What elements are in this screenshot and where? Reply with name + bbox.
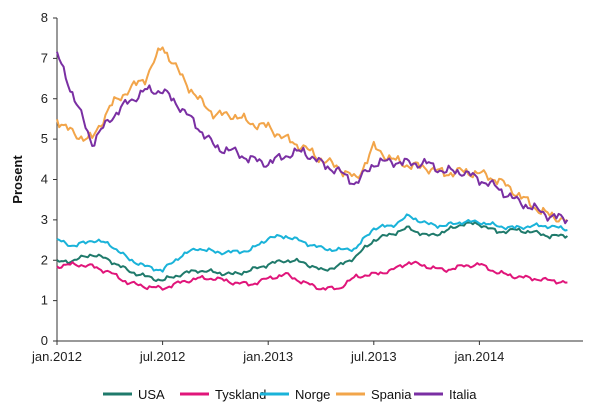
y-tick-label: 7 (41, 50, 48, 65)
legend: USA Tyskland Norge Spania Italia (103, 387, 477, 402)
x-tick-label: jan.2014 (453, 349, 504, 364)
y-tick-label: 3 (41, 212, 48, 227)
y-tick-label: 5 (41, 131, 48, 146)
plot-area: 0 1 2 3 4 5 6 7 8 jan.2012 jul.2012 jan.2013 jul.20… (31, 10, 583, 364)
legend-label-norge: Norge (295, 387, 330, 402)
y-tick-label: 4 (41, 172, 48, 187)
series-line-spania (56, 46, 568, 223)
x-tick-label: jul.2012 (139, 349, 186, 364)
legend-label-spania: Spania (371, 387, 412, 402)
y-tick-label: 8 (41, 10, 48, 25)
x-tick-label: jul.2013 (350, 349, 397, 364)
legend-label-tyskland: Tyskland (215, 387, 266, 402)
y-tick-label: 6 (41, 91, 48, 106)
x-ticks: jan.2012 jul.2012 jan.2013 jul.2013 jan.2014 (31, 341, 504, 364)
y-ticks: 0 1 2 3 4 5 6 7 8 (41, 10, 57, 348)
series-line-italia (56, 51, 569, 225)
series-line-usa (56, 221, 569, 282)
y-tick-label: 2 (41, 252, 48, 267)
y-tick-label: 0 (41, 333, 48, 348)
legend-label-usa: USA (138, 387, 165, 402)
series-lines (56, 46, 569, 291)
y-tick-label: 1 (41, 293, 48, 308)
legend-label-italia: Italia (449, 387, 477, 402)
series-line-norge (56, 213, 568, 273)
x-tick-label: jan.2012 (31, 349, 82, 364)
y-axis-label: Prosent (10, 155, 25, 204)
x-tick-label: jan.2013 (242, 349, 293, 364)
series-line-tyskland (56, 260, 568, 291)
